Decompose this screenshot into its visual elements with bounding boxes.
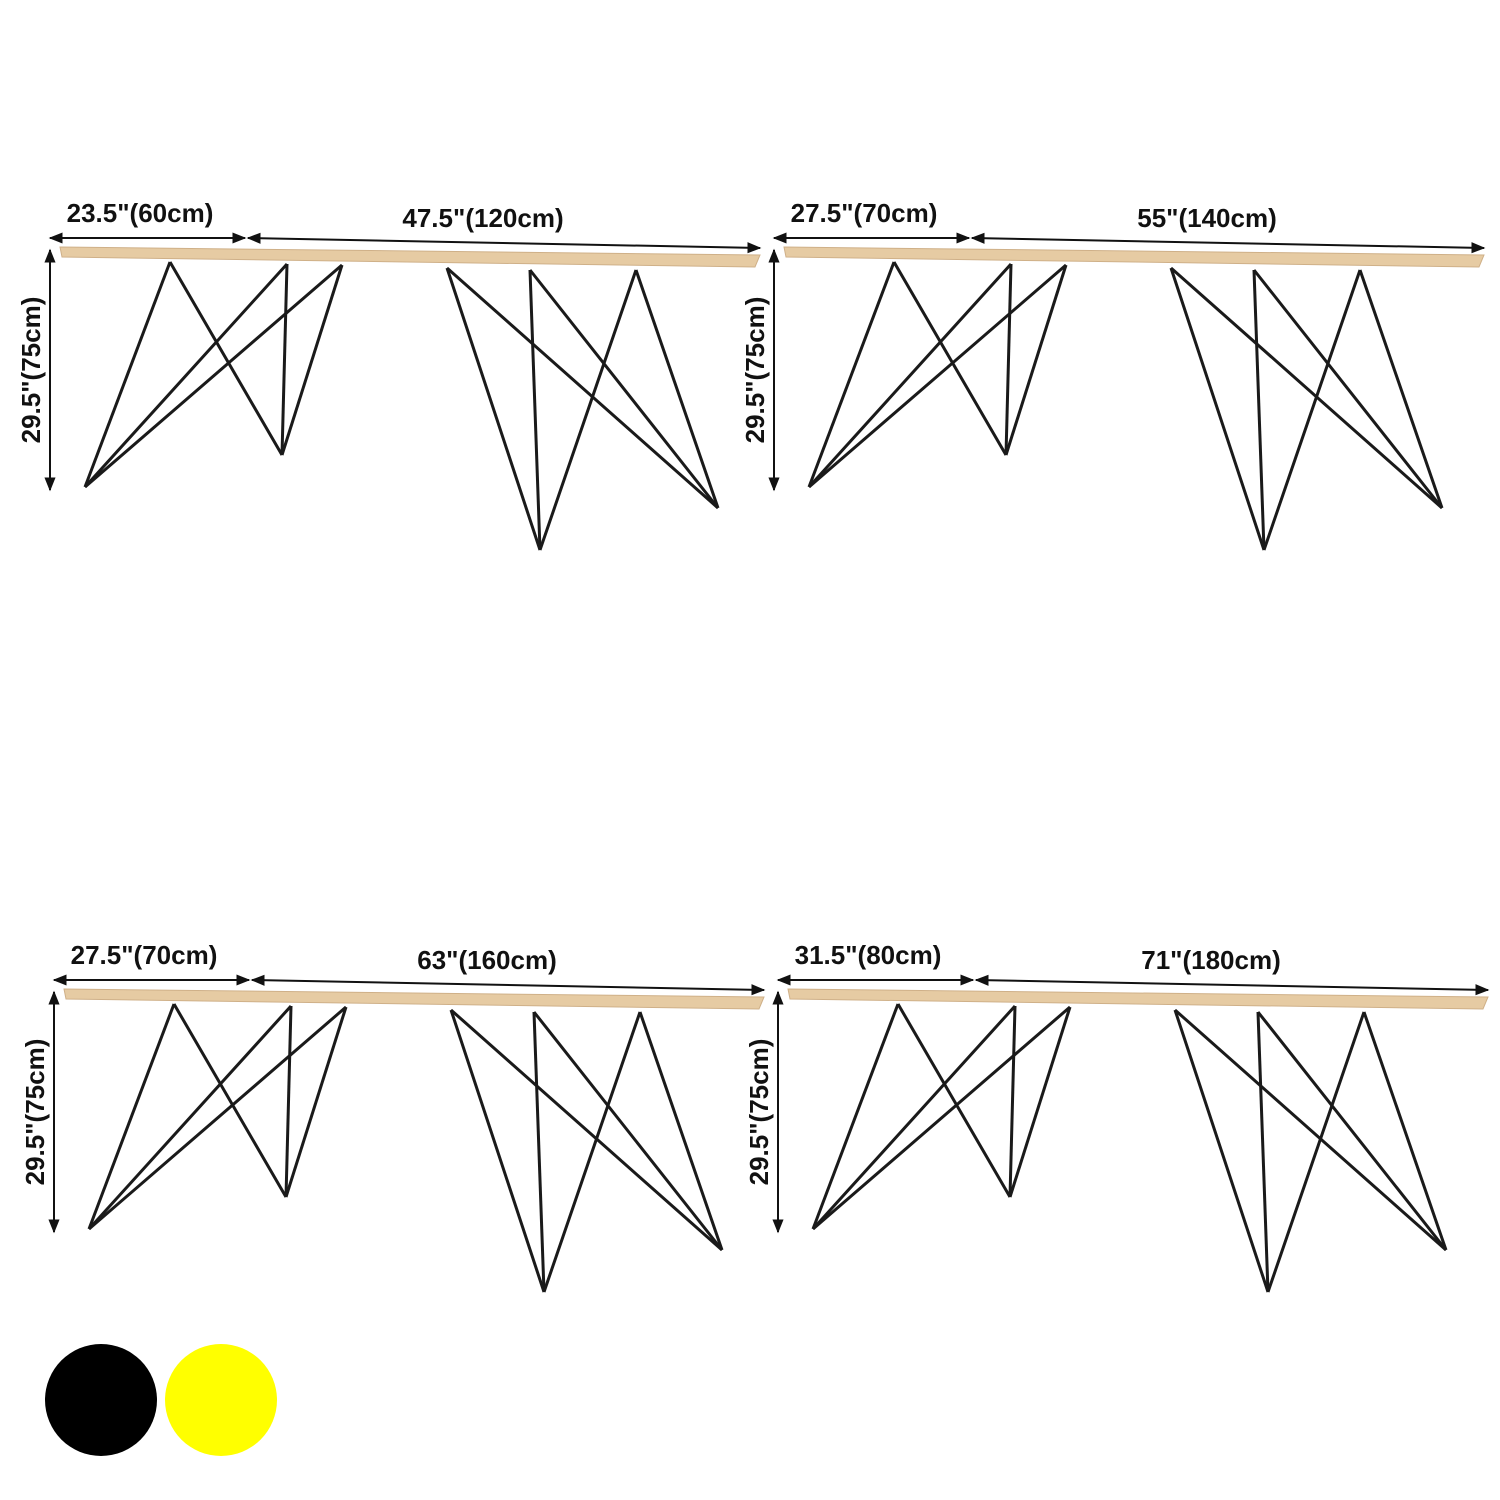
leg-rod [1266, 1011, 1366, 1293]
leg-rod [1008, 1006, 1072, 1198]
height-label: 29.5"(75cm) [16, 297, 46, 444]
leg-rod [532, 1011, 724, 1251]
leg-rod [1262, 269, 1362, 551]
tabletop [783, 246, 1485, 268]
height-label: 29.5"(75cm) [740, 297, 770, 444]
leg-rod [87, 1003, 176, 1230]
leg-rod [280, 263, 289, 456]
width-label: 63"(160cm) [417, 945, 557, 975]
leg-rod [284, 1006, 348, 1198]
tabletop [63, 988, 765, 1010]
leg-rod [172, 1003, 288, 1198]
table-diagram: 27.5"(70cm) 55"(140cm) 29.5"(75cm) [740, 198, 1486, 551]
leg-rod [807, 261, 896, 488]
color-swatch-black[interactable] [45, 1344, 157, 1456]
leg-rod [449, 1009, 546, 1293]
leg-rod [896, 1003, 1012, 1198]
leg-rod [1169, 267, 1266, 551]
table-diagram: 27.5"(70cm) 63"(160cm) 29.5"(75cm) [20, 940, 766, 1293]
leg-rod [450, 1008, 723, 1252]
leg-rod [87, 1004, 293, 1231]
leg-rod [88, 1005, 347, 1231]
leg-rod [445, 267, 542, 551]
dimension-arrow [974, 974, 1490, 996]
color-swatch-yellow[interactable] [165, 1344, 277, 1456]
leg-rod [1362, 1011, 1448, 1251]
dimension-arrow [970, 232, 1486, 254]
leg-rod [446, 266, 719, 510]
leg-rod [168, 261, 284, 456]
leg-rod [1008, 1005, 1017, 1198]
width-label: 55"(140cm) [1137, 203, 1277, 233]
leg-rod [811, 1004, 1017, 1231]
height-label: 29.5"(75cm) [744, 1039, 774, 1186]
leg-rod [1174, 1008, 1447, 1252]
leg-rod [808, 263, 1067, 489]
width-label: 47.5"(120cm) [402, 203, 563, 233]
leg-rod [1173, 1009, 1270, 1293]
width-label: 71"(180cm) [1141, 945, 1281, 975]
tabletop [59, 246, 761, 268]
leg-rod [1004, 264, 1068, 456]
table-diagram: 31.5"(80cm) 71"(180cm) 29.5"(75cm) [744, 940, 1490, 1293]
leg-rod [812, 1005, 1071, 1231]
leg-rod [84, 263, 343, 489]
leg-rod [83, 261, 172, 488]
depth-label: 31.5"(80cm) [795, 940, 942, 970]
leg-rod [1252, 269, 1444, 509]
depth-label: 23.5"(60cm) [67, 198, 214, 228]
leg-rod [280, 264, 344, 456]
leg-rod [284, 1005, 293, 1198]
leg-rod [892, 261, 1008, 456]
leg-rod [807, 262, 1013, 489]
leg-rod [1358, 269, 1444, 509]
dimension-arrow [246, 232, 762, 254]
height-label: 29.5"(75cm) [20, 1039, 50, 1186]
tabletop [787, 988, 1489, 1010]
leg-rod [83, 262, 289, 489]
leg-rod [1256, 1011, 1270, 1293]
leg-rod [532, 1011, 546, 1293]
leg-rod [538, 269, 638, 551]
leg-rod [528, 269, 542, 551]
depth-label: 27.5"(70cm) [791, 198, 938, 228]
leg-rod [634, 269, 720, 509]
leg-rod [1256, 1011, 1448, 1251]
dimension-arrow [250, 974, 766, 996]
leg-rod [542, 1011, 642, 1293]
leg-rod [1004, 263, 1013, 456]
leg-rod [528, 269, 720, 509]
leg-rod [811, 1003, 900, 1230]
depth-label: 27.5"(70cm) [71, 940, 218, 970]
leg-rod [1170, 266, 1443, 510]
leg-rod [638, 1011, 724, 1251]
leg-rod [1252, 269, 1266, 551]
table-diagram: 23.5"(60cm) 47.5"(120cm) 29.5"(75cm) [16, 198, 762, 551]
